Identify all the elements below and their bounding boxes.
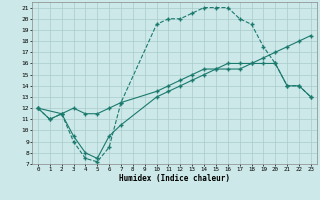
X-axis label: Humidex (Indice chaleur): Humidex (Indice chaleur) [119,174,230,183]
